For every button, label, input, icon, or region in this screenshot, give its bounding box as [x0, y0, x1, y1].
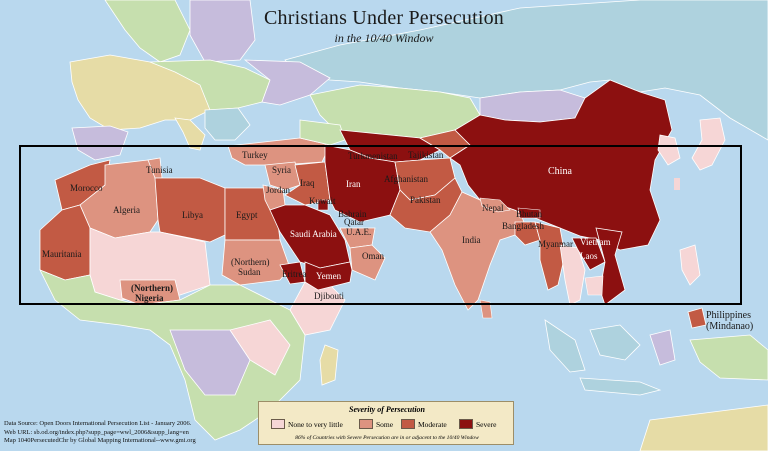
madagascar-region: [320, 345, 338, 385]
source-line-2: Web URL: sb.od.org/index.php?supp_page=w…: [4, 429, 196, 438]
label-pakistan: Pakistan: [410, 196, 441, 205]
label-nigeria-line1: (Northern): [131, 284, 173, 293]
label-india: India: [462, 236, 481, 245]
label-oman: Oman: [362, 252, 384, 261]
legend-item-moderate: Moderate: [401, 419, 447, 429]
data-source: Data Source: Open Doors International Pe…: [4, 420, 196, 446]
legend-label-moderate: Moderate: [418, 420, 447, 429]
window-10-40-box: [19, 145, 742, 305]
legend-swatch-some: [359, 419, 373, 429]
source-line-1: Data Source: Open Doors International Pe…: [4, 420, 196, 429]
label-afghanistan: Afghanistan: [384, 175, 428, 184]
label-nigeria-line2: Nigeria: [135, 294, 164, 303]
legend-swatch-none: [271, 419, 285, 429]
label-myanmar: Myanmar: [538, 240, 573, 249]
label-laos: Laos: [580, 252, 598, 261]
label-libya: Libya: [182, 211, 203, 220]
legend-item-severe: Severe: [459, 419, 496, 429]
label-turkmenistan: Turkmenistan: [348, 152, 398, 161]
label-algeria: Algeria: [113, 206, 140, 215]
legend-title: Severity of Persecution: [259, 405, 515, 414]
label-tajikistan: Tajikistan: [408, 151, 443, 160]
label-kuwait: Kuwait: [309, 197, 336, 206]
label-vietnam: Vietnam: [580, 238, 610, 247]
label-yemen: Yemen: [316, 272, 341, 281]
label-uae: U.A.E.: [346, 228, 371, 237]
legend-label-none: None to very little: [288, 420, 343, 429]
legend-label-some: Some: [376, 420, 393, 429]
label-philippines-line2: (Mindanao): [706, 322, 753, 332]
legend-item-some: Some: [359, 419, 393, 429]
label-qatar: Qatar: [344, 218, 364, 227]
label-djibouti: Djibouti: [314, 292, 344, 301]
label-sudan-line2: Sudan: [238, 268, 261, 277]
label-sudan-line1: (Northern): [231, 258, 269, 267]
label-syria: Syria: [272, 166, 291, 175]
label-egypt: Egypt: [236, 211, 258, 220]
map-title: Christians Under Persecution: [0, 7, 768, 30]
label-philippines-line1: Philippines: [706, 311, 751, 321]
legend-note: 86% of Countries with Severe Persecution…: [259, 435, 515, 441]
legend: Severity of Persecution None to very lit…: [258, 401, 514, 445]
legend-item-none: None to very little: [271, 419, 343, 429]
label-turkey: Turkey: [242, 151, 268, 160]
legend-swatch-severe: [459, 419, 473, 429]
legend-swatch-moderate: [401, 419, 415, 429]
source-line-3: Map 1040PersecutedChr by Global Mapping …: [4, 437, 196, 446]
label-iran: Iran: [346, 180, 361, 189]
label-jordan: Jordan: [266, 186, 290, 195]
label-morocco: Morocco: [70, 184, 103, 193]
legend-label-severe: Severe: [476, 420, 496, 429]
label-bhutan: Bhutan: [516, 210, 542, 219]
label-china: China: [548, 167, 572, 177]
label-saudi-arabia: Saudi Arabia: [290, 230, 337, 239]
label-eritrea: Eritrea: [282, 270, 306, 279]
label-tunisia: Tunisia: [146, 166, 173, 175]
label-nepal: Nepal: [482, 204, 504, 213]
map-subtitle: in the 10/40 Window: [0, 31, 768, 46]
label-mauritania: Mauritania: [42, 250, 82, 259]
label-iraq: Iraq: [300, 179, 315, 188]
label-bangladesh: Bangladesh: [502, 222, 544, 231]
